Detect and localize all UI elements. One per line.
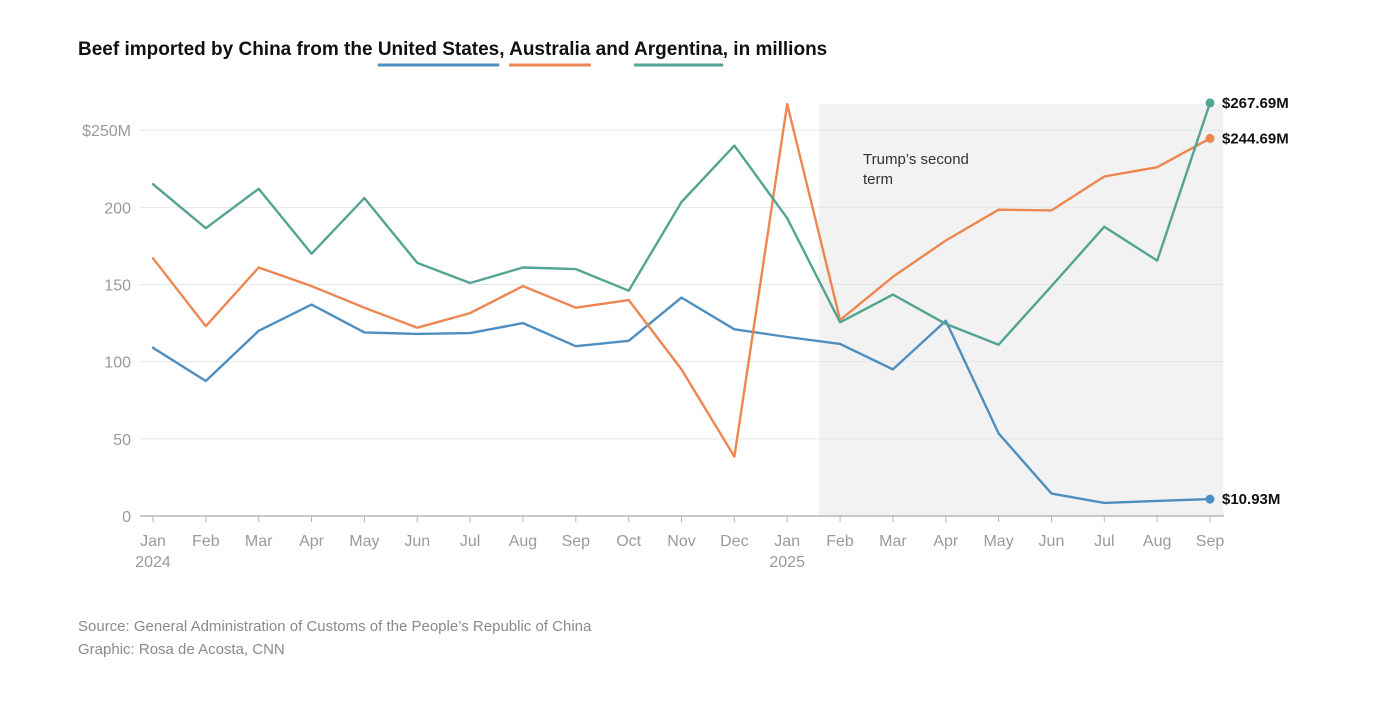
x-tick-label: Jan (140, 533, 166, 550)
series-lines (151, 101, 1212, 505)
y-tick-label: 200 (104, 200, 131, 217)
end-label-united-states: $10.93M (1222, 491, 1280, 508)
x-tick-label: Feb (826, 533, 854, 550)
x-tick-label: Apr (933, 533, 959, 550)
end-point-united-states (1205, 494, 1215, 504)
end-markers: $10.93M $244.69M $267.69M (1205, 95, 1289, 508)
legend-united-states: United States (378, 39, 499, 60)
x-tick-year-label: 2024 (135, 554, 171, 571)
y-tick-label: 50 (113, 432, 131, 449)
end-label-australia: $244.69M (1222, 130, 1289, 147)
series-line-argentina (151, 101, 1212, 346)
chart-title: Beef imported by China from the United S… (78, 39, 827, 60)
x-tick-label: Apr (299, 533, 325, 550)
x-tick-year-label: 2025 (769, 554, 805, 571)
x-tick-label: Nov (667, 533, 695, 550)
legend-argentina: Argentina (634, 39, 723, 60)
x-axis: Jan 2024 Feb Mar Apr May Jun Jul Aug Sep Oct Nov Dec… (135, 515, 1225, 571)
x-tick-label: Jan (774, 533, 800, 550)
title-prefix: Beef imported by China from the (78, 39, 378, 60)
gridlines (140, 129, 1224, 440)
x-tick-label: Jul (460, 533, 480, 550)
trump-second-term-shading (818, 104, 1224, 516)
x-tick-label: May (349, 533, 379, 550)
title-suffix: , in millions (723, 39, 828, 60)
shade-label-line-2: term (863, 171, 893, 188)
end-label-argentina: $267.69M (1222, 95, 1289, 112)
y-tick-label: $250M (82, 123, 131, 140)
x-tick-label: Jun (404, 533, 430, 550)
title-sep-2: and (590, 39, 634, 60)
x-tick-label: Oct (616, 533, 641, 550)
x-tick-label: Jul (1094, 533, 1114, 550)
series-line-australia (151, 102, 1212, 458)
y-axis: 0 50 100 150 200 $250M (82, 123, 131, 526)
y-tick-label: 150 (104, 278, 131, 295)
title-sep-1: , (499, 39, 509, 60)
series-line-united-states (151, 296, 1212, 505)
y-tick-label: 100 (104, 355, 131, 372)
x-tick-label: Sep (562, 533, 591, 550)
x-tick-label: Sep (1196, 533, 1225, 550)
x-tick-label: Aug (509, 533, 537, 550)
end-point-australia (1205, 133, 1215, 143)
x-tick-label: Dec (720, 533, 748, 550)
y-tick-label: 0 (122, 509, 131, 526)
trump-second-term-label: Trump’s second term (863, 151, 973, 188)
legend-australia: Australia (509, 39, 591, 60)
credit-note: Graphic: Rosa de Acosta, CNN (78, 641, 285, 658)
source-note: Source: General Administration of Custom… (78, 618, 592, 635)
x-tick-label: May (983, 533, 1013, 550)
x-tick-label: Jun (1039, 533, 1065, 550)
shade-label-line-1: Trump’s second (863, 151, 969, 168)
x-tick-label: Mar (879, 533, 907, 550)
end-point-argentina (1205, 98, 1215, 108)
x-tick-label: Aug (1143, 533, 1171, 550)
x-tick-label: Mar (245, 533, 273, 550)
x-tick-label: Feb (192, 533, 220, 550)
